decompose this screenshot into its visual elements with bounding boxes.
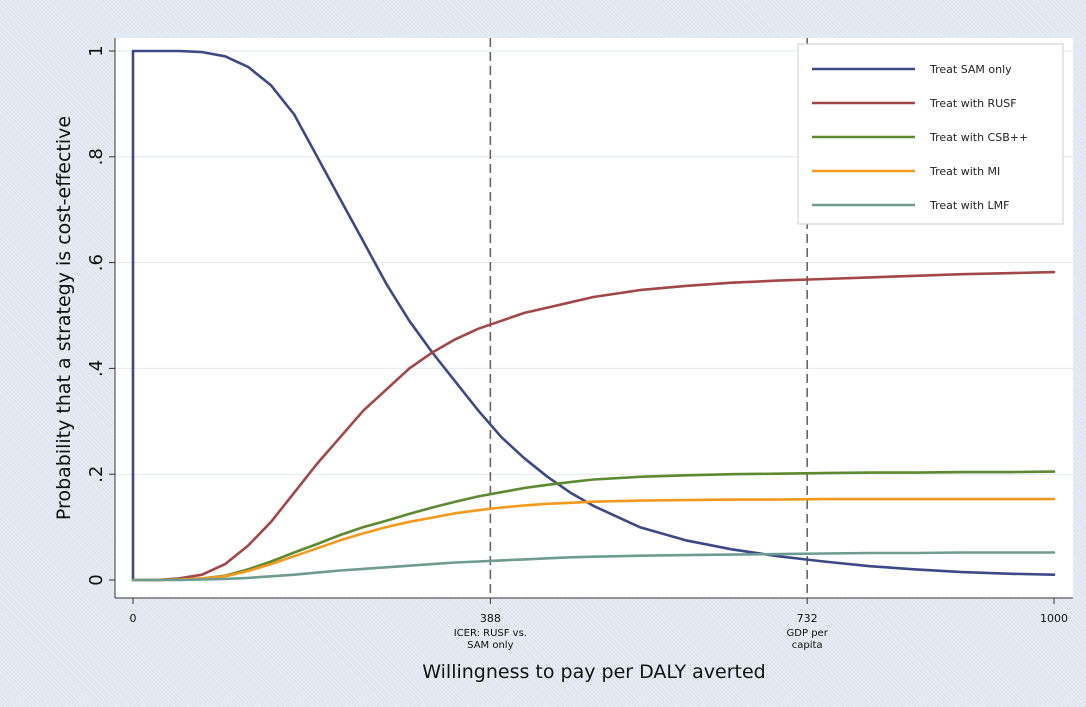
x-tick-sublabel: capita	[792, 640, 823, 651]
series-line-treat-sam-only	[131, 49, 1056, 582]
grid	[115, 50, 1073, 475]
legend: Treat SAM only Treat with RUSF Treat with …	[797, 43, 1064, 225]
series-line-treat-with-csb	[131, 470, 1056, 582]
legend-label: Treat with LMF	[929, 199, 1009, 212]
y-tick-label: .8	[86, 148, 107, 165]
legend-label: Treat SAM only	[929, 63, 1012, 76]
x-tick-sublabel: ICER: RUSF vs.	[454, 628, 527, 639]
x-axis-title: Willingness to pay per DALY averted	[422, 661, 765, 683]
y-tick-label: 0	[86, 574, 107, 585]
y-axis-title: Probability that a strategy is cost-effe…	[53, 116, 75, 520]
x-tick-label: 0	[130, 612, 137, 625]
y-tick-label: .2	[86, 466, 107, 483]
legend-label: Treat with CSB++	[929, 131, 1028, 144]
series-line-treat-with-mi	[131, 497, 1056, 582]
series-line-treat-with-rusf	[131, 270, 1056, 582]
x-tick-label: 1000	[1040, 612, 1068, 625]
y-tick-label: .4	[86, 360, 107, 377]
x-tick-label: 732	[797, 612, 818, 625]
x-tick-label: 388	[480, 612, 501, 625]
legend-box	[797, 43, 1064, 225]
y-tick-label: .6	[86, 254, 107, 271]
series-lines	[131, 49, 1056, 582]
reference-lines	[489, 38, 808, 598]
series-line-treat-with-lmf	[131, 551, 1056, 582]
x-tick-sublabel: GDP per	[787, 628, 829, 639]
legend-label: Treat with MI	[929, 165, 1000, 178]
legend-label: Treat with RUSF	[929, 97, 1017, 110]
x-axis-ticks: 0 388 ICER: RUSF vs.SAM only 732 GDP percapi…	[130, 598, 1068, 651]
y-tick-label: 1	[86, 45, 107, 56]
x-tick-sublabel: SAM only	[467, 640, 513, 651]
y-axis-ticks: 0 .2 .4 .6 .8 1	[86, 45, 115, 586]
